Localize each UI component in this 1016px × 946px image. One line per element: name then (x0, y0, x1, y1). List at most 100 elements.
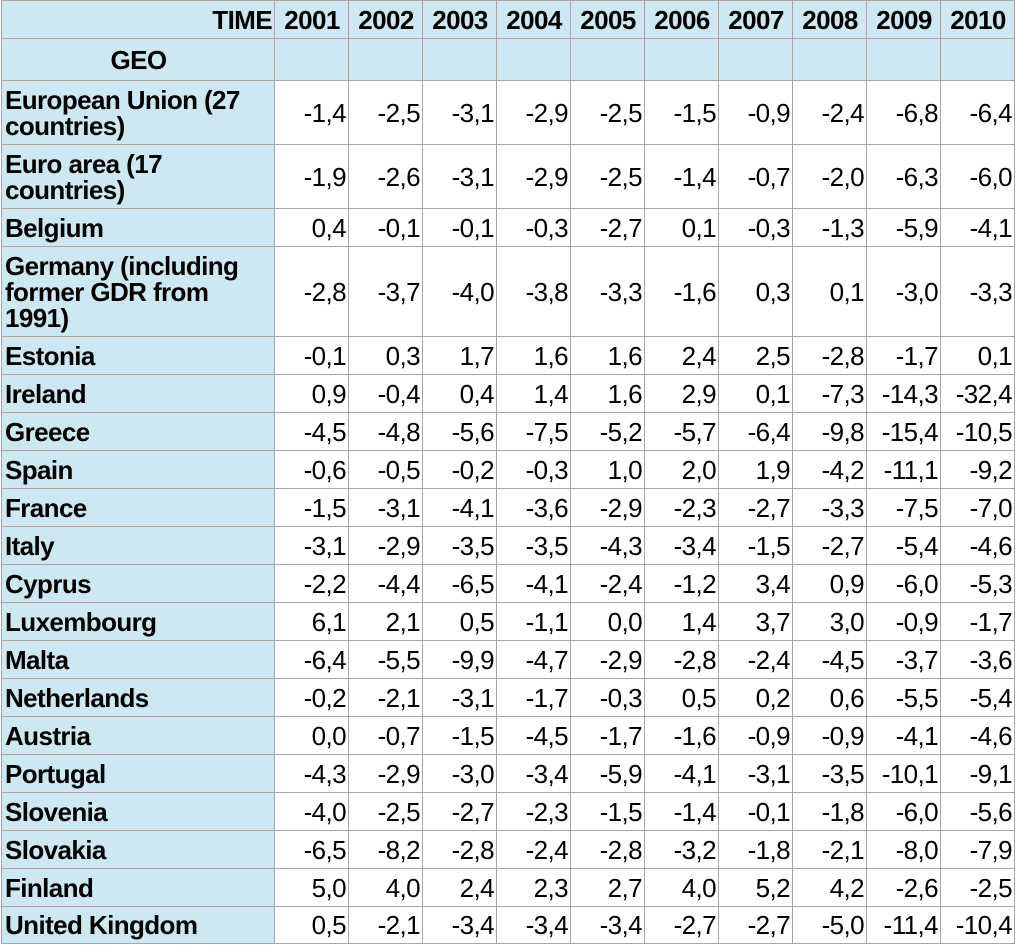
value-cell: -3,4 (570, 906, 645, 944)
value-cell: -1,9 (274, 144, 349, 209)
table-row: Finland 5,0 4,0 2,4 2,3 2,7 4,0 5,2 4,2 -2,6 -2,5 (1, 868, 1015, 907)
value-cell: -4,2 (792, 450, 867, 489)
value-cell: 0,4 (422, 374, 497, 413)
value-cell: -2,9 (348, 754, 423, 793)
value-cell: -1,8 (718, 830, 793, 869)
value-cell: -4,4 (348, 564, 423, 603)
value-cell: -3,1 (718, 754, 793, 793)
empty-header-cell (792, 38, 867, 81)
value-cell: -0,7 (718, 144, 793, 209)
year-header: 2001 (274, 0, 349, 39)
value-cell: 3,7 (718, 602, 793, 641)
value-cell: -9,9 (422, 640, 497, 679)
value-cell: -3,2 (644, 830, 719, 869)
table-row: Slovenia -4,0 -2,5 -2,7 -2,3 -1,5 -1,4 -0,1 -1,8… (1, 792, 1015, 831)
value-cell: -2,0 (792, 144, 867, 209)
value-cell: 0,5 (274, 906, 349, 944)
table-row: Cyprus -2,2 -4,4 -6,5 -4,1 -2,4 -1,2 3,4 0,9 -6,0… (1, 564, 1015, 603)
table-row: United Kingdom 0,5 -2,1 -3,4 -3,4 -3,4 -2,7 -2,… (1, 906, 1015, 944)
value-cell: -1,5 (274, 488, 349, 527)
value-cell: -1,7 (866, 336, 941, 375)
value-cell: -4,3 (274, 754, 349, 793)
value-cell: -1,5 (422, 716, 497, 755)
year-header: 2003 (422, 0, 497, 39)
value-cell: -5,2 (570, 412, 645, 451)
year-header: 2008 (792, 0, 867, 39)
value-cell: 2,1 (348, 602, 423, 641)
table-row: Euro area (17 countries) -1,9 -2,6 -3,1 -2,9… (1, 144, 1015, 209)
year-header: 2004 (496, 0, 571, 39)
table-row: Germany (including former GDR from 1991)… (1, 246, 1015, 337)
empty-header-cell (718, 38, 793, 81)
empty-header-cell (940, 38, 1015, 81)
geo-cell: Estonia (1, 336, 275, 375)
value-cell: -0,9 (718, 80, 793, 145)
value-cell: -2,9 (570, 640, 645, 679)
value-cell: -6,4 (274, 640, 349, 679)
value-cell: -2,2 (274, 564, 349, 603)
value-cell: 2,9 (644, 374, 719, 413)
value-cell: -5,5 (866, 678, 941, 717)
value-cell: -6,5 (274, 830, 349, 869)
value-cell: -3,3 (940, 246, 1015, 337)
value-cell: -0,6 (274, 450, 349, 489)
geo-cell: Portugal (1, 754, 275, 793)
table-row: Belgium 0,4 -0,1 -0,1 -0,3 -2,7 0,1 -0,3 -1,3 -5,… (1, 208, 1015, 247)
year-header: 2005 (570, 0, 645, 39)
geo-cell: European Union (27 countries) (1, 80, 275, 145)
value-cell: -6,4 (718, 412, 793, 451)
value-cell: 3,0 (792, 602, 867, 641)
value-cell: -14,3 (866, 374, 941, 413)
geo-cell: Greece (1, 412, 275, 451)
value-cell: -5,6 (422, 412, 497, 451)
value-cell: -2,6 (348, 144, 423, 209)
value-cell: 2,4 (644, 336, 719, 375)
empty-header-cell (274, 38, 349, 81)
value-cell: -3,5 (496, 526, 571, 565)
value-cell: -4,5 (274, 412, 349, 451)
value-cell: 0,5 (422, 602, 497, 641)
value-cell: -2,7 (718, 488, 793, 527)
value-cell: 4,0 (348, 868, 423, 907)
value-cell: 2,7 (570, 868, 645, 907)
value-cell: -4,0 (422, 246, 497, 337)
value-cell: -11,4 (866, 906, 941, 944)
value-cell: 0,1 (940, 336, 1015, 375)
value-cell: -10,5 (940, 412, 1015, 451)
value-cell: -2,5 (348, 80, 423, 145)
table-row: Slovakia -6,5 -8,2 -2,8 -2,4 -2,8 -3,2 -1,8 -2,1… (1, 830, 1015, 869)
value-cell: -7,9 (940, 830, 1015, 869)
value-cell: -0,5 (348, 450, 423, 489)
geo-cell: Belgium (1, 208, 275, 247)
value-cell: -6,5 (422, 564, 497, 603)
value-cell: -0,9 (718, 716, 793, 755)
empty-header-cell (866, 38, 941, 81)
value-cell: -6,0 (940, 144, 1015, 209)
value-cell: -3,1 (348, 488, 423, 527)
value-cell: 0,6 (792, 678, 867, 717)
value-cell: -15,4 (866, 412, 941, 451)
value-cell: -4,6 (940, 526, 1015, 565)
value-cell: 0,2 (718, 678, 793, 717)
value-cell: -0,3 (496, 450, 571, 489)
value-cell: -10,1 (866, 754, 941, 793)
value-cell: -0,1 (422, 208, 497, 247)
value-cell: 0,4 (274, 208, 349, 247)
geo-cell: Austria (1, 716, 275, 755)
value-cell: -4,1 (866, 716, 941, 755)
value-cell: -2,7 (718, 906, 793, 944)
value-cell: -4,1 (940, 208, 1015, 247)
table-row: Estonia -0,1 0,3 1,7 1,6 1,6 2,4 2,5 -2,8 -1,7 0,1 (1, 336, 1015, 375)
value-cell: -3,4 (496, 754, 571, 793)
year-header: 2009 (866, 0, 941, 39)
geo-cell: Euro area (17 countries) (1, 144, 275, 209)
value-cell: -5,9 (866, 208, 941, 247)
empty-header-cell (570, 38, 645, 81)
value-cell: -2,3 (496, 792, 571, 831)
geo-header-row: GEO (1, 38, 1015, 81)
value-cell: -1,5 (718, 526, 793, 565)
time-label: TIME (1, 0, 275, 39)
value-cell: -32,4 (940, 374, 1015, 413)
value-cell: 4,0 (644, 868, 719, 907)
